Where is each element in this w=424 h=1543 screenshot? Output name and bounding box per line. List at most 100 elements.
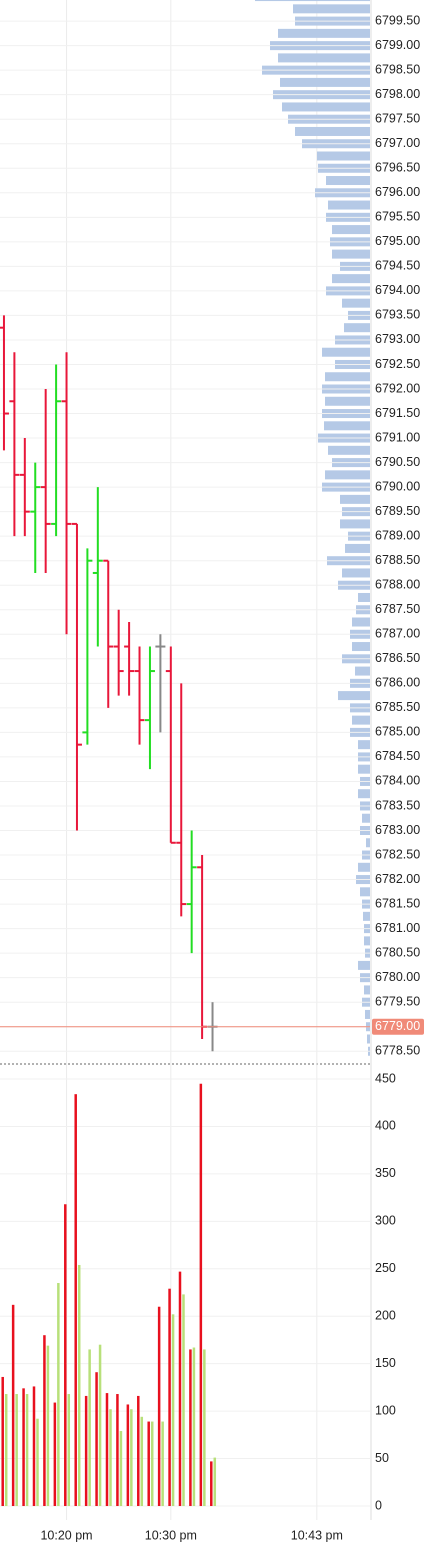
volume-bar	[32, 1386, 36, 1507]
y-tick-label: 6784.00	[375, 774, 420, 788]
volume-bar	[1, 1376, 4, 1507]
profile-bar	[340, 519, 370, 529]
y-tick-label: 6778.50	[375, 1044, 420, 1058]
volume-bar	[182, 1294, 185, 1507]
volume-bar	[109, 1409, 112, 1507]
profile-bar	[352, 617, 370, 627]
y-tick-label: 6792.00	[375, 381, 420, 395]
volume-bar	[64, 1204, 67, 1507]
volume-bar	[67, 1394, 71, 1507]
volume-bar	[98, 1344, 102, 1507]
y-tick-label: 6786.50	[375, 651, 420, 665]
y-tick-label: 6782.00	[375, 872, 420, 886]
y-tick-label: 6786.00	[375, 676, 420, 690]
volume-bar	[147, 1421, 150, 1507]
y-tick-label: 6798.00	[375, 87, 420, 101]
profile-bar	[293, 4, 370, 14]
y-tick-label: 6790.50	[375, 455, 420, 469]
profile-bar	[278, 53, 370, 63]
y-tick-label: 6799.00	[375, 38, 420, 52]
profile-bar	[366, 838, 370, 848]
y-tick-label: 6788.50	[375, 553, 420, 567]
y-tick-label: 6780.00	[375, 970, 420, 984]
y-tick-label: 6799.50	[375, 13, 420, 27]
y-tick-label: 50	[375, 1451, 389, 1465]
volume-bar	[130, 1409, 133, 1507]
volume-bar	[189, 1349, 192, 1507]
y-tick-label: 6793.50	[375, 308, 420, 322]
current-price-label: 6779.00	[375, 1019, 420, 1033]
volume-bar	[140, 1416, 144, 1507]
volume-bar	[119, 1431, 123, 1507]
volume-bar	[88, 1349, 91, 1507]
y-tick-label: 6791.50	[375, 406, 420, 420]
profile-bar	[342, 298, 370, 308]
y-tick-label: 6791.00	[375, 430, 420, 444]
y-tick-label: 6793.00	[375, 332, 420, 346]
profile-bar	[326, 176, 370, 186]
volume-bar	[25, 1394, 29, 1507]
y-tick-label: 350	[375, 1166, 396, 1180]
volume-bar	[4, 1394, 8, 1507]
profile-bar	[332, 225, 370, 235]
y-tick-label: 6800.00	[375, 0, 420, 3]
profile-bar	[328, 200, 370, 210]
profile-bar	[332, 249, 370, 259]
volume-bar	[116, 1394, 119, 1507]
volume-bar	[22, 1388, 25, 1507]
volume-bar	[213, 1457, 217, 1507]
y-tick-label: 250	[375, 1261, 396, 1275]
y-tick-label: 6787.50	[375, 602, 420, 616]
profile-bar	[295, 126, 370, 136]
volume-bar	[84, 1395, 88, 1507]
volume-bar	[203, 1349, 206, 1507]
profile-bar	[338, 691, 370, 701]
profile-bar	[364, 985, 370, 995]
profile-bar	[322, 347, 370, 357]
profile-bar	[352, 642, 370, 652]
volume-bar	[36, 1418, 39, 1507]
volume-bar	[57, 1283, 60, 1507]
y-tick-label: 6780.50	[375, 945, 420, 959]
x-tick-label: 10:43 pm	[291, 1528, 343, 1542]
profile-bar	[360, 887, 370, 897]
y-tick-label: 6795.50	[375, 210, 420, 224]
y-tick-label: 6790.00	[375, 479, 420, 493]
profile-bar	[358, 862, 370, 872]
volume-bar	[161, 1421, 164, 1507]
y-tick-label: 6781.00	[375, 921, 420, 935]
profile-bar	[365, 1009, 370, 1019]
profile-bar	[278, 28, 370, 38]
y-tick-label: 6785.00	[375, 725, 420, 739]
volume-bar	[74, 1094, 77, 1507]
y-tick-label: 100	[375, 1403, 396, 1417]
y-tick-label: 6781.50	[375, 896, 420, 910]
volume-bar	[137, 1395, 140, 1507]
y-tick-label: 200	[375, 1309, 396, 1323]
profile-bar	[363, 911, 370, 921]
volume-bar	[157, 1306, 161, 1507]
y-tick-label: 150	[375, 1356, 396, 1370]
profile-bar	[345, 543, 370, 553]
volume-bar	[171, 1314, 175, 1507]
x-tick-label: 10:30 pm	[145, 1528, 197, 1542]
volume-bar	[15, 1394, 18, 1507]
x-tick-label: 10:20 pm	[40, 1528, 92, 1542]
profile-bar	[325, 396, 370, 406]
volume-bar	[77, 1264, 81, 1507]
y-tick-label: 6795.00	[375, 234, 420, 248]
y-tick-label: 6797.50	[375, 112, 420, 126]
y-tick-label: 6789.50	[375, 504, 420, 518]
profile-bar	[282, 102, 370, 112]
current-price-box	[372, 1018, 424, 1035]
volume-bar	[168, 1288, 171, 1507]
y-tick-label: 6779.50	[375, 994, 420, 1008]
profile-bar	[340, 494, 370, 504]
y-tick-label: 300	[375, 1214, 396, 1228]
y-tick-label: 6796.00	[375, 185, 420, 199]
volume-bar	[43, 1335, 46, 1507]
volume-bar	[150, 1421, 154, 1507]
profile-bar	[367, 1034, 370, 1044]
